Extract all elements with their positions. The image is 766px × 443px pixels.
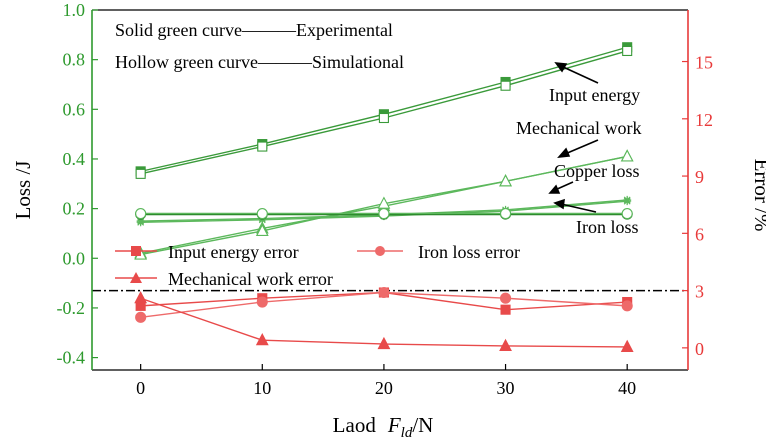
data-point-iron-loss-error-1 [256, 296, 268, 308]
data-point-mechanical-work-simulational-4 [620, 149, 634, 162]
y-left-tick-label-0: 1.0 [63, 0, 86, 20]
note-hollow-dash: ——— [257, 52, 313, 72]
data-point-mechanical-work-simulational-1 [255, 223, 269, 237]
data-point-input-energy-simulational-2 [378, 112, 389, 124]
y-axis-right-title: Error /% [750, 159, 766, 232]
y-left-tick-label-2: 0.6 [63, 99, 86, 119]
note-hollow-curve: Hollow green curve———Simulational [115, 52, 404, 72]
arrow-copper-loss-head [548, 184, 561, 194]
legend: Input energy error Iron loss error Mecha… [115, 242, 520, 289]
y-left-tick-label-1: 0.8 [63, 50, 86, 70]
arrow-input-energy [560, 65, 599, 84]
annotation-arrows [548, 62, 599, 213]
y-left-tick-label-7: -0.4 [57, 348, 86, 368]
data-point-copper-loss-simulational-4 [623, 197, 632, 206]
data-point-mechanical-work-simulational-3 [499, 174, 512, 187]
annotation-mechanical-work: Mechanical work [516, 118, 641, 138]
note-hollow-label: Hollow green curve [115, 52, 258, 72]
y-right-tick-label-1: 12 [695, 110, 713, 130]
y-left-tick-label-4: 0.2 [63, 199, 86, 219]
plot-frame [91, 9, 689, 371]
arrow-mechanical-work-head [557, 147, 571, 158]
x-axis-title-main: Laod [333, 413, 377, 437]
data-point-iron-loss-error-3 [500, 292, 512, 304]
x-tick-label-1: 10 [253, 378, 271, 398]
legend-label-iron-loss-error: Iron loss error [418, 242, 520, 262]
y-right-tick-label-0: 15 [695, 53, 713, 73]
data-point-iron-loss-simulational-4 [621, 208, 633, 220]
data-point-input-energy-simulational-4 [622, 45, 633, 57]
data-point-input-energy-simulational-3 [500, 80, 511, 91]
legend-circle-marker [375, 246, 385, 256]
legend-triangle-marker [130, 272, 142, 283]
data-point-mechanical-work-error-2 [377, 336, 391, 350]
x-tick-label-2: 20 [375, 378, 393, 398]
y-left-tick-label-5: 0.0 [63, 248, 86, 268]
data-point-copper-loss-simulational-0 [136, 218, 145, 227]
data-point-iron-loss-error-0 [135, 311, 147, 323]
note-hollow-meaning: Simulational [312, 52, 404, 72]
x-tick-label-0: 0 [136, 378, 145, 398]
note-solid-label: Solid green curve [115, 20, 242, 40]
data-point-mechanical-work-error-3 [499, 338, 512, 351]
data-point-iron-loss-simulational-0 [135, 208, 147, 220]
annotation-iron-loss: Iron loss [576, 217, 639, 237]
data-point-iron-loss-simulational-1 [256, 208, 268, 220]
arrow-input-energy-head [554, 62, 568, 73]
note-solid-meaning: Experimental [296, 20, 393, 40]
data-point-mechanical-work-error-0 [134, 291, 148, 304]
data-point-mechanical-work-error-4 [620, 339, 634, 352]
y-axis-left-title: Loss /J [11, 161, 35, 220]
y-right-tick-label-4: 3 [695, 282, 704, 302]
legend-label-input-energy-error: Input energy error [168, 242, 299, 262]
x-axis-title-sub: ld [401, 425, 413, 441]
x-tick-label-3: 30 [497, 378, 515, 398]
annotation-input-energy: Input energy [549, 85, 640, 105]
data-point-mechanical-work-error-1 [255, 333, 269, 346]
arrow-iron-loss-head [553, 198, 565, 210]
data-point-iron-loss-simulational-3 [500, 208, 512, 220]
annotation-copper-loss: Copper loss [554, 161, 640, 181]
data-point-iron-loss-simulational-2 [378, 208, 390, 220]
legend-square-marker [131, 246, 141, 256]
x-axis-title-unit: /N [412, 413, 433, 437]
x-tick-label-4: 40 [618, 378, 636, 398]
legend-label-mechanical-work-error: Mechanical work error [168, 269, 333, 289]
data-point-iron-loss-error-2 [378, 286, 390, 299]
y-left-tick-label-6: -0.2 [57, 298, 86, 318]
data-point-iron-loss-error-4 [621, 300, 633, 312]
note-solid-dash: ——— [241, 20, 297, 40]
data-point-input-energy-error-3 [500, 304, 511, 315]
x-axis-title-var: F [387, 413, 401, 437]
y-right-tick-label-5: 0 [695, 339, 704, 359]
arrow-mechanical-work [564, 139, 599, 155]
data-point-input-energy-simulational-0 [135, 168, 146, 179]
data-point-input-energy-simulational-1 [257, 141, 268, 152]
y-right-tick-label-3: 6 [695, 224, 704, 244]
x-axis-title: Laod Fld/N [333, 413, 434, 441]
series-layer [134, 42, 634, 352]
data-point-copper-loss-simulational-1 [258, 215, 267, 224]
axes-layer: 0 10 20 30 401.00.80.60.40.20.0-0.2-0.415129… [57, 0, 714, 398]
note-solid-curve: Solid green curve———Experimental [115, 20, 393, 40]
y-left-tick-label-3: 0.4 [63, 149, 86, 169]
y-right-tick-label-2: 9 [695, 167, 704, 187]
arrow-iron-loss [560, 203, 597, 213]
